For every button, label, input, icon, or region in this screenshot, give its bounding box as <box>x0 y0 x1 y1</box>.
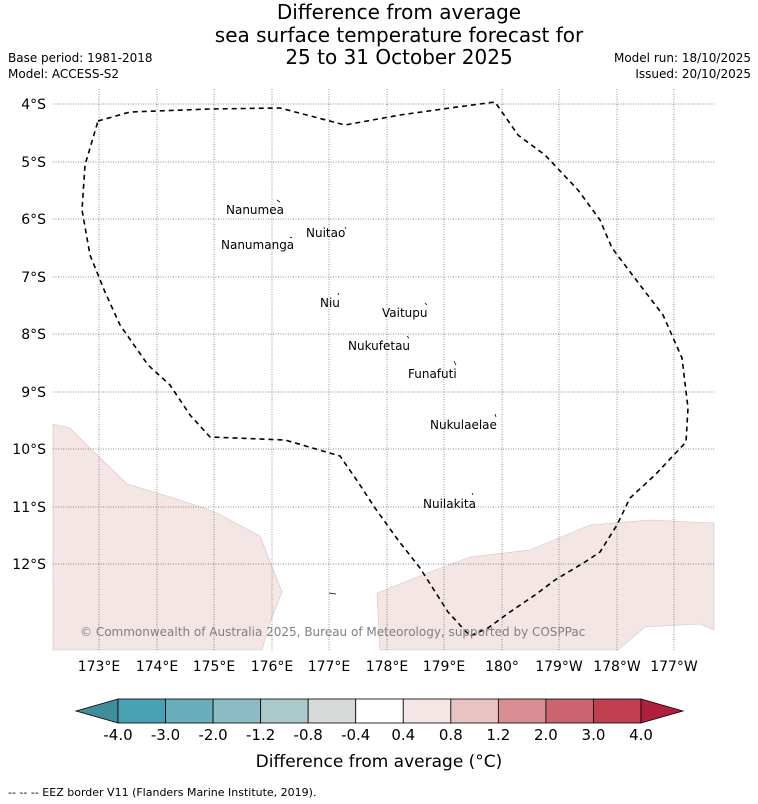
title-line-1: Difference from average <box>276 0 522 24</box>
island-shape-south <box>328 592 337 595</box>
lon-label-177e: 177°E <box>308 659 351 675</box>
lat-label-12s: 12°S <box>12 557 46 573</box>
colorbar-tick-label: 0.8 <box>438 726 463 744</box>
longitude-labels: 173°E 174°E 175°E 176°E 177°E 178°E 179°… <box>78 659 698 675</box>
lon-label-179e: 179°E <box>423 659 466 675</box>
lat-label-6s: 6°S <box>21 212 46 228</box>
island-shape-niu <box>337 292 340 296</box>
colorbar-tick-label: 2.0 <box>533 726 558 744</box>
anomaly-region-southeast <box>376 519 715 651</box>
island-shape-nuitao <box>344 226 347 230</box>
island-label-nanumea: Nanumea <box>226 203 284 217</box>
island-label-funafuti: Funafuti <box>408 367 457 381</box>
lon-label-178e: 178°E <box>366 659 409 675</box>
island-label-nukufetau: Nukufetau <box>348 339 410 353</box>
gridlines <box>53 89 714 650</box>
colorbar-swatch <box>355 698 404 724</box>
lat-label-8s: 8°S <box>21 327 46 343</box>
island-label-nuitao: Nuitao <box>306 226 345 240</box>
lat-label-9s: 9°S <box>21 385 46 401</box>
colorbar-swatch <box>117 698 166 724</box>
lon-label-180: 180° <box>485 659 519 675</box>
colorbar <box>74 698 685 724</box>
colorbar-tick-label: -3.0 <box>150 726 181 744</box>
base-period-text: Base period: 1981-2018 <box>8 51 153 65</box>
colorbar-tick-label: 1.2 <box>486 726 511 744</box>
lon-label-179w: 179°W <box>535 659 583 675</box>
colorbar-tick-label: 4.0 <box>629 726 653 744</box>
anomaly-region-southwest <box>52 423 283 651</box>
title-line-3: 25 to 31 October 2025 <box>285 45 513 69</box>
lon-label-177w: 177°W <box>650 659 698 675</box>
island-label-vaitupu: Vaitupu <box>382 306 428 320</box>
island-shape-vaitupu <box>424 302 428 306</box>
copyright-text: © Commonwealth of Australia 2025, Bureau… <box>80 625 585 639</box>
colorbar-tick-label: -1.2 <box>245 726 276 744</box>
colorbar-tick-label: -0.8 <box>293 726 323 744</box>
eez-border <box>81 101 689 637</box>
lat-label-5s: 5°S <box>21 155 46 171</box>
colorbar-swatch <box>402 698 452 724</box>
colorbar-tick-label: -4.0 <box>103 726 133 744</box>
issued-text: Issued: 20/10/2025 <box>635 67 751 81</box>
lon-label-178w: 178°W <box>593 659 641 675</box>
island-shape-nuilakita <box>471 492 474 496</box>
lat-label-10s: 10°S <box>12 442 46 458</box>
colorbar-tick-label: 0.4 <box>391 726 416 744</box>
colorbar-swatch <box>545 698 594 724</box>
island-shapes <box>276 199 497 595</box>
island-shape-nanumanga <box>289 236 293 239</box>
colorbar-swatch <box>307 698 357 724</box>
island-shape-nanumea <box>276 199 281 203</box>
lat-label-11s: 11°S <box>12 500 46 516</box>
title-line-2: sea surface temperature forecast for <box>214 23 584 47</box>
island-labels: Nanumea Nuitao Nanumanga Niu Vaitupu Nuk… <box>221 203 497 511</box>
eez-legend-text: -- -- -- EEZ border V11 (Flanders Marine… <box>8 786 317 799</box>
island-shape-funafuti <box>453 360 457 366</box>
island-shape-nukulaelae <box>494 413 497 418</box>
island-label-nanumanga: Nanumanga <box>221 238 294 252</box>
island-label-nuilakita: Nuilakita <box>423 497 476 511</box>
lon-label-175e: 175°E <box>193 659 236 675</box>
latitude-labels: 4°S 5°S 6°S 7°S 8°S 9°S 10°S 11°S 12°S <box>12 97 46 573</box>
lon-label-176e: 176°E <box>251 659 294 675</box>
colorbar-swatch <box>165 698 214 724</box>
colorbar-tick-label: 3.0 <box>581 726 606 744</box>
lon-label-174e: 174°E <box>136 659 179 675</box>
colorbar-title: Difference from average (°C) <box>255 752 503 772</box>
colorbar-swatch <box>593 698 642 724</box>
model-run-text: Model run: 18/10/2025 <box>613 51 751 65</box>
colorbar-extension-low <box>74 698 119 724</box>
colorbar-swatch <box>450 698 499 724</box>
colorbar-swatch <box>260 698 309 724</box>
island-shape-nukufetau <box>406 335 410 339</box>
lat-label-4s: 4°S <box>21 97 46 113</box>
lat-label-7s: 7°S <box>21 270 46 286</box>
colorbar-swatch <box>497 698 547 724</box>
colorbar-extension-high <box>640 698 685 724</box>
island-label-niu: Niu <box>320 296 340 310</box>
island-label-nukulaelae: Nukulaelae <box>430 418 497 432</box>
model-text: Model: ACCESS-S2 <box>8 67 120 81</box>
colorbar-tick-label: -2.0 <box>198 726 228 744</box>
lon-label-173e: 173°E <box>78 659 121 675</box>
colorbar-swatch <box>212 698 262 724</box>
colorbar-tick-label: -0.4 <box>341 726 371 744</box>
